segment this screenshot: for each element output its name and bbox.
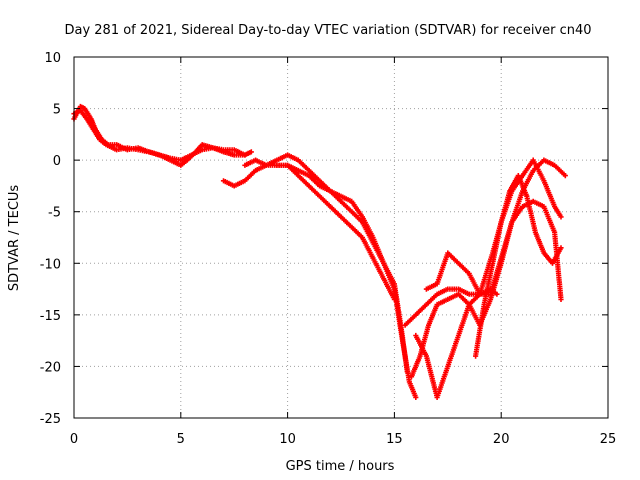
x-axis-label: GPS time / hours (286, 459, 395, 474)
series-arc-2 (71, 103, 254, 168)
series-arc-10 (473, 173, 564, 359)
x-tick-label: 5 (177, 432, 185, 447)
series-arc-4 (242, 152, 419, 400)
tick-layer: 0 5 10 15 20 25 10 5 0 -5 -10 -15 -20 -25 (40, 51, 617, 447)
y-tick-label: -15 (40, 309, 61, 324)
y-tick-label: -10 (40, 257, 61, 272)
y-tick-label: -5 (48, 206, 61, 221)
series-arc-5 (274, 162, 397, 302)
chart-title: Day 281 of 2021, Sidereal Day-to-day VTE… (64, 23, 591, 38)
x-tick-label: 25 (600, 432, 617, 447)
y-tick-label: -20 (40, 360, 61, 375)
y-tick-label: -25 (40, 412, 61, 427)
y-tick-label: 10 (44, 51, 61, 66)
y-axis-label: SDTVAR / TECUs (7, 185, 22, 292)
x-tick-label: 0 (70, 432, 78, 447)
y-tick-label: 5 (53, 103, 61, 118)
grid-layer (74, 57, 608, 418)
x-tick-label: 10 (279, 432, 296, 447)
x-tick-label: 15 (386, 432, 403, 447)
y-tick-label: 0 (53, 154, 61, 169)
series-layer (71, 103, 568, 400)
series-arc-3 (220, 162, 410, 375)
series-arc-9 (423, 198, 564, 302)
x-tick-label: 20 (493, 432, 510, 447)
plot-frame (73, 56, 609, 419)
